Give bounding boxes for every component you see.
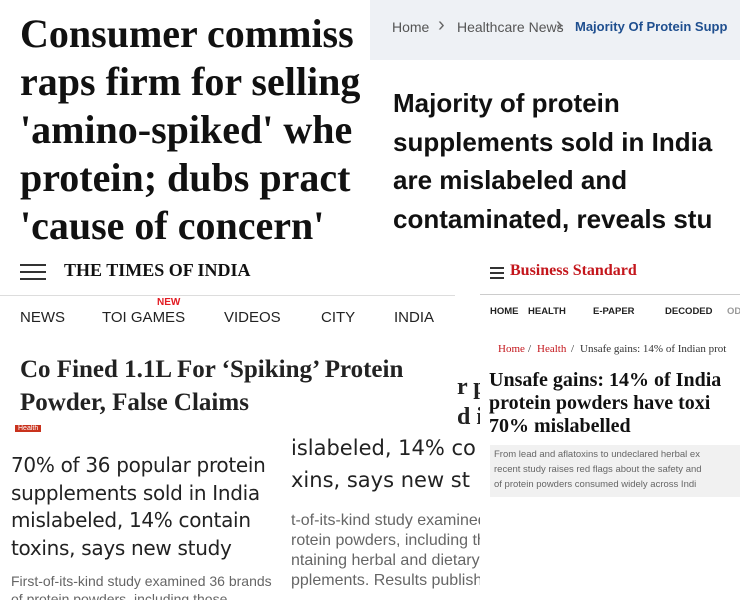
fragment: d i [457, 404, 480, 430]
panel-a: Consumer commiss raps firm for selling'am… [0, 0, 370, 248]
headline-line: Majority of protein [393, 88, 620, 118]
article-title-line: xins, says new st [291, 468, 470, 492]
breadcrumb-item: Majority Of Protein Supp [575, 19, 728, 34]
nav-item[interactable]: CITY [321, 309, 356, 326]
toi-headline-panel: Co Fined 1.1L For ‘Spiking’ Protein Powde… [0, 348, 455, 425]
headline-line: 'amino-spiked' whe [20, 107, 353, 152]
divider [480, 294, 740, 295]
menu-icon[interactable] [20, 264, 46, 266]
breadcrumb-item[interactable]: Healthcare News [457, 19, 564, 35]
breadcrumb-bar [370, 0, 740, 60]
article-title-line: supplements sold in India [11, 480, 260, 505]
nav-item[interactable]: DECODED [665, 306, 713, 317]
bs-panel: Business Standard HOME HEALTH E-PAPER DECODE… [480, 255, 740, 600]
nav-item[interactable]: HEALTH [528, 306, 566, 317]
breadcrumb-item[interactable]: Health [537, 343, 567, 355]
summary-line: From lead and aflatoxins to undeclared h… [494, 449, 700, 460]
breadcrumb-item: Unsafe gains: 14% of Indian prot [580, 343, 727, 355]
headline-line: 70% mislabelled [489, 415, 631, 437]
toi-header: THE TIMES OF INDIA NEWS TOI GAMES VIDEOS CIT… [0, 248, 455, 348]
article-text-line: rotein powders, including those [291, 532, 480, 549]
headline-line: Co Fined 1.1L For ‘Spiking’ Protein [20, 356, 404, 383]
headline-line: 'cause of concern' [20, 203, 325, 248]
toi-article: Health 70% of 36 popular protein supplemen… [0, 425, 285, 600]
nav-item[interactable]: E-PAPER [593, 306, 635, 317]
category-tag: Health [15, 425, 42, 432]
chevron: › [438, 14, 445, 36]
nav-item[interactable]: TOI GAMES [102, 309, 186, 326]
article-title-line: mislabeled, 14% contain [11, 508, 251, 532]
menu-icon[interactable] [490, 267, 504, 269]
headline-line: are mislabeled and [393, 165, 628, 195]
article-text-line: t-of-its-kind study examined 36 brands [291, 512, 480, 529]
breadcrumb-item[interactable]: Home [498, 343, 525, 355]
chevron: › [556, 14, 563, 36]
nav-item[interactable]: HOME [490, 306, 519, 317]
summary-box [490, 445, 740, 497]
article-title-line: toxins, says new study [11, 535, 232, 560]
article-title-line: islabeled, 14% co [291, 436, 476, 460]
breadcrumb-item[interactable]: Home [392, 19, 430, 35]
nav-item[interactable]: NEWS [20, 309, 65, 326]
nav-item[interactable]: OD [727, 306, 740, 317]
nav-item[interactable]: VIDEOS [224, 309, 281, 326]
article-title-line: 70% of 36 popular protein [11, 453, 266, 477]
headline-line: protein powders have toxi [489, 392, 711, 414]
headline-line: Unsafe gains: 14% of India [489, 369, 722, 391]
logo[interactable]: Business Standard [510, 262, 637, 279]
headline-line: supplements sold in India [393, 126, 713, 157]
summary-line: recent study raises red flags about the … [494, 464, 702, 475]
article-text-line: First-of-its-kind study examined 36 bran… [11, 573, 272, 589]
article-text-line: of protein powders, including those [11, 591, 228, 600]
divider [0, 295, 455, 296]
headline-line: Powder, False Claims [20, 389, 249, 416]
separator: / [528, 343, 532, 355]
logo[interactable]: THE TIMES OF INDIA [64, 260, 251, 280]
headline-line: Consumer commiss [20, 11, 354, 56]
fragment: r p [457, 374, 480, 400]
headline-line: protein; dubs pract [20, 155, 351, 200]
headline-line: raps firm for selling [20, 59, 361, 104]
panel-b: Home › Healthcare News › Majority Of Protein… [370, 0, 740, 248]
summary-line: of protein powders consumed widely acros… [494, 479, 697, 490]
nav-item[interactable]: INDIA [394, 309, 435, 326]
article-text-line: pplements. Results published in [291, 572, 480, 589]
headline-line: contaminated, reveals stu [393, 203, 713, 234]
separator: / [571, 343, 575, 355]
article-text-line: ntaining herbal and dietary [291, 552, 480, 569]
new-badge: NEW [157, 297, 181, 308]
